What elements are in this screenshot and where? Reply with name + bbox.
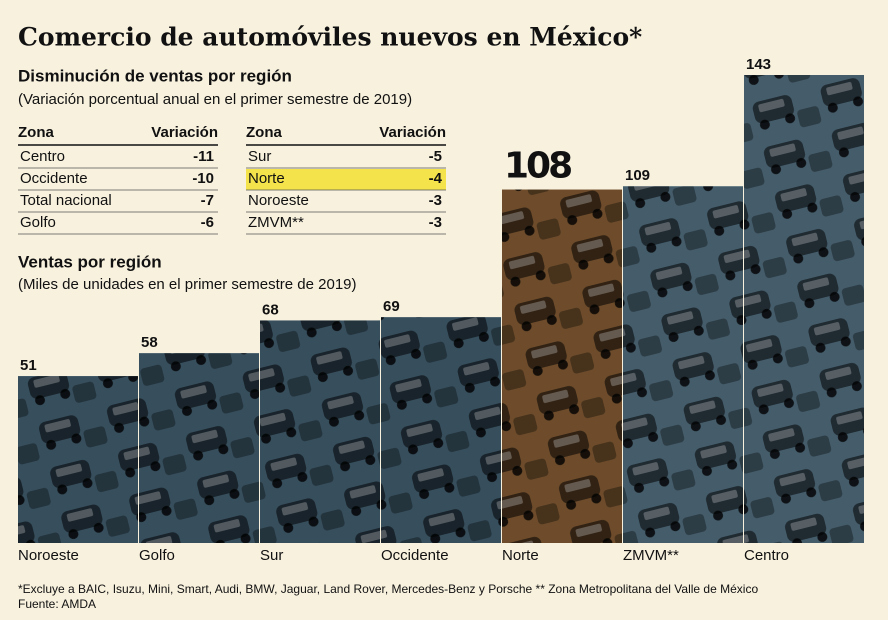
- table-header: Zona: [18, 124, 54, 141]
- table-value: -10: [192, 170, 214, 187]
- category-label: Sur: [260, 547, 283, 564]
- table-value: -3: [429, 214, 442, 231]
- table-header: Zona: [246, 124, 282, 141]
- table-cell: Total nacional: [20, 192, 112, 209]
- title: Comercio de automóviles nuevos en México…: [18, 23, 642, 52]
- bar-texture: [381, 317, 501, 543]
- value-label: 143: [746, 56, 771, 73]
- bar-texture: [139, 353, 259, 543]
- value-label: 51: [20, 357, 37, 374]
- table-cell: Norte: [248, 170, 285, 187]
- category-label: Golfo: [139, 547, 175, 564]
- source: Fuente: AMDA: [18, 597, 96, 611]
- value-label: 69: [383, 298, 400, 315]
- bar-texture: [744, 75, 864, 543]
- table-cell: Noroeste: [248, 192, 309, 209]
- category-label: ZMVM**: [623, 547, 679, 564]
- bar-texture: [502, 189, 622, 543]
- value-label: 58: [141, 334, 158, 351]
- table-value: -3: [429, 192, 442, 209]
- bar-texture: [623, 186, 743, 544]
- tables-title: Disminución de ventas por región: [18, 66, 292, 85]
- table-cell: Centro: [20, 148, 65, 165]
- value-label: 108: [504, 146, 571, 187]
- chart-title: Ventas por región: [18, 252, 162, 271]
- table-header: Variación: [151, 124, 218, 141]
- footnote: *Excluye a BAIC, Isuzu, Mini, Smart, Aud…: [18, 582, 758, 596]
- chart-subtitle: (Miles de unidades en el primer semestre…: [18, 276, 357, 293]
- category-label: Occidente: [381, 547, 449, 564]
- table-cell: ZMVM**: [248, 214, 304, 231]
- table-value: -5: [429, 148, 442, 165]
- table-value: -11: [193, 148, 214, 165]
- table-value: -6: [201, 214, 214, 231]
- row-highlight: [246, 169, 446, 190]
- category-label: Norte: [502, 547, 539, 564]
- table-cell: Sur: [248, 148, 271, 165]
- table-cell: Occidente: [20, 170, 88, 187]
- table-header: Variación: [379, 124, 446, 141]
- table-cell: Golfo: [20, 214, 56, 231]
- category-label: Noroeste: [18, 547, 79, 564]
- table-value: -4: [429, 170, 443, 187]
- value-label: 68: [262, 301, 279, 318]
- table-value: -7: [201, 192, 214, 209]
- bar-texture: [260, 320, 380, 543]
- category-label: Centro: [744, 547, 789, 564]
- tables-subtitle: (Variación porcentual anual en el primer…: [18, 91, 412, 108]
- value-label: 109: [625, 167, 650, 184]
- bar-texture: [18, 376, 138, 543]
